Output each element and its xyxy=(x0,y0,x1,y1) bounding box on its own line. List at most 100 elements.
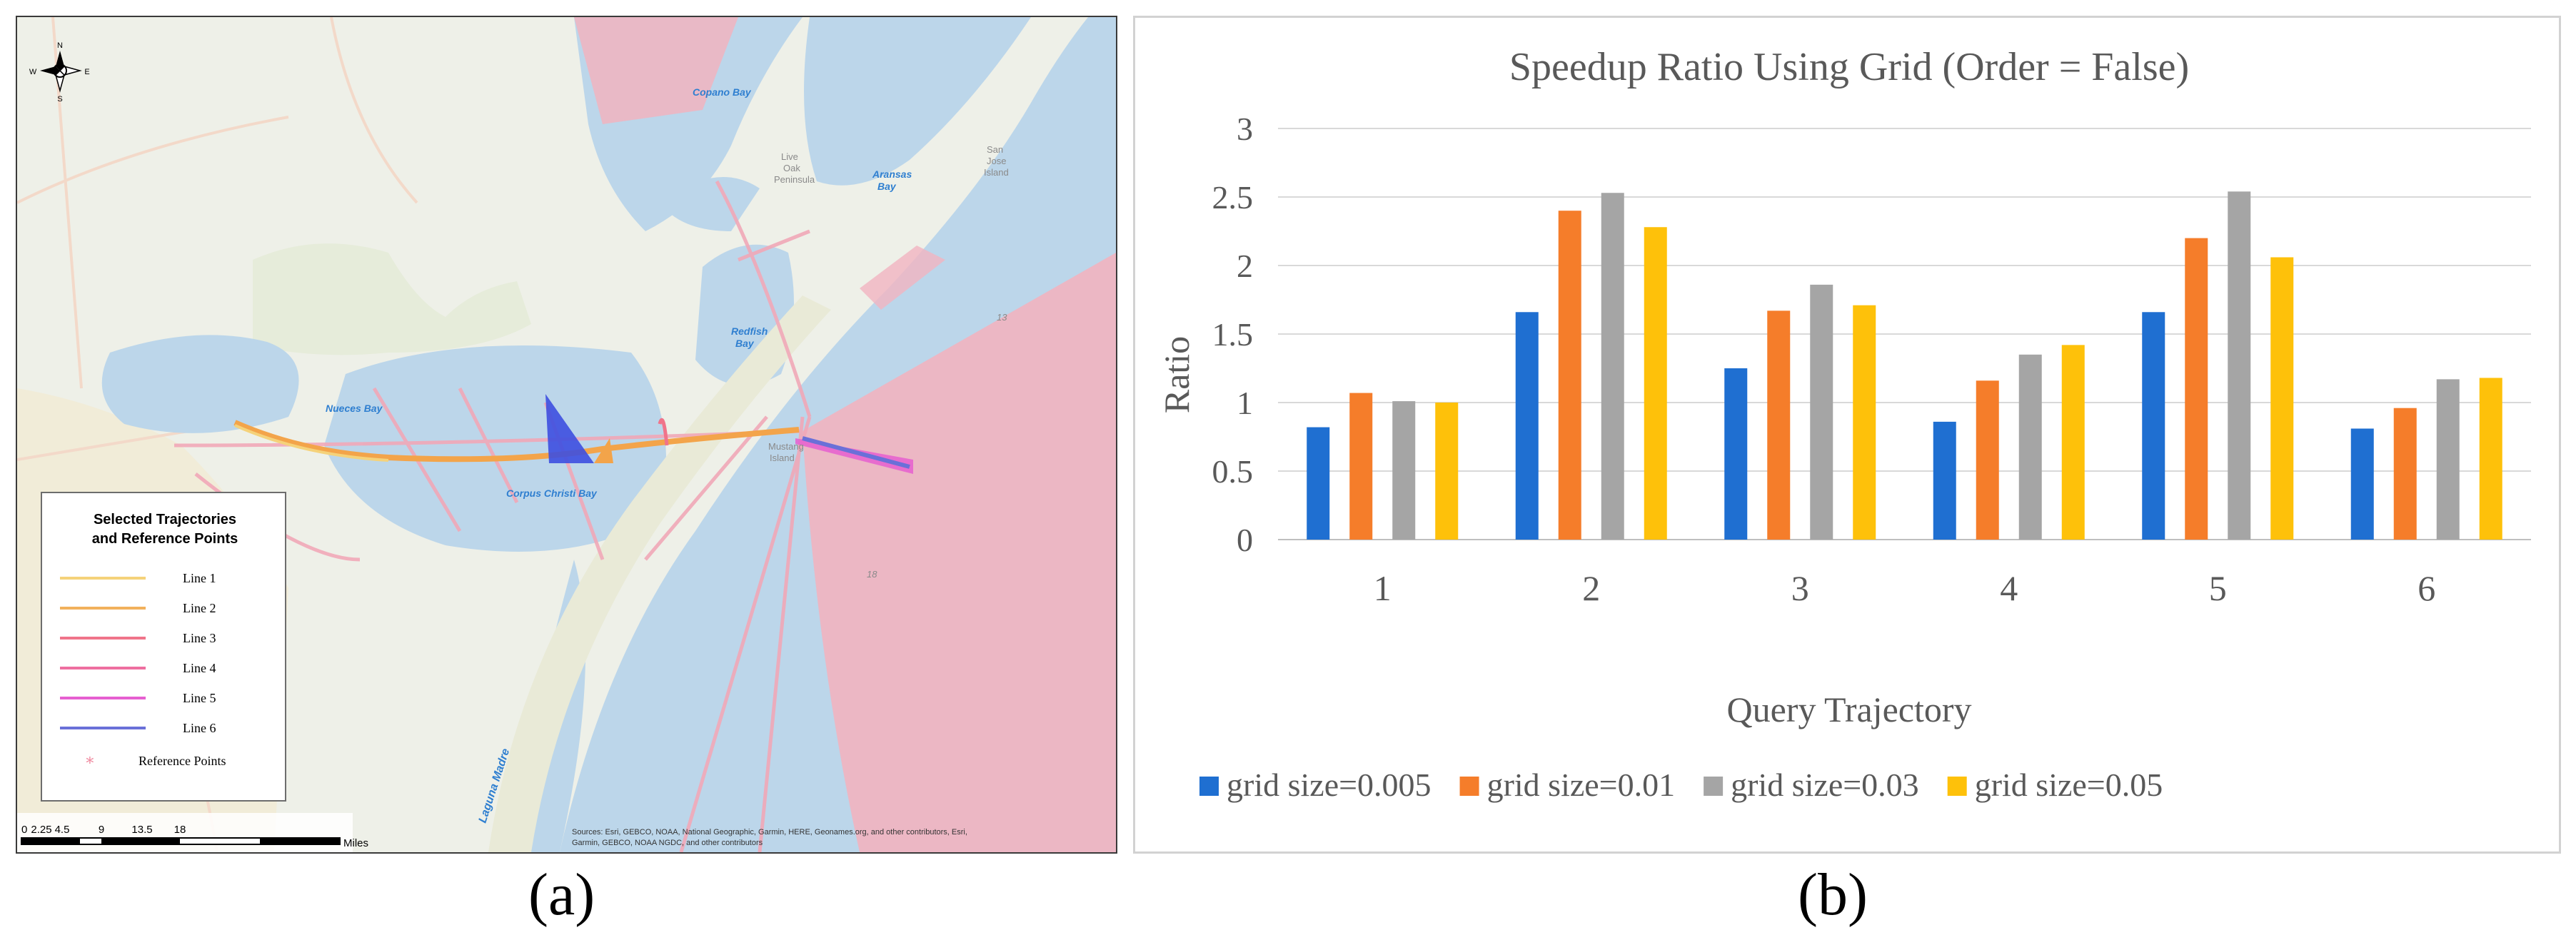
label-nueces-bay: Nueces Bay xyxy=(326,403,383,414)
attribution-2: Garmin, GEBCO, NOAA NGDC, and other cont… xyxy=(572,839,763,847)
bar-grid-size-0-03-q4 xyxy=(2018,354,2042,540)
label-redfish-bay-2: Bay xyxy=(735,338,755,349)
legend-ref-label: Reference Points xyxy=(139,754,226,768)
selected-trajectories xyxy=(233,394,913,474)
x-tick-label: 2 xyxy=(1582,568,1600,608)
bars xyxy=(1307,191,2502,540)
bar-grid-size-0-05-q1 xyxy=(1435,403,1459,540)
barrier-island xyxy=(488,295,831,852)
legend-item-label: Line 3 xyxy=(183,631,216,645)
gridlines xyxy=(1278,128,2531,540)
bar-grid-size-0-01-q2 xyxy=(1558,211,1581,540)
legend-label: grid size=0.01 xyxy=(1487,767,1676,803)
label-live-oak-3: Peninsula xyxy=(774,174,815,185)
label-san-jose-3: Island xyxy=(984,167,1009,178)
legend-title-2: and Reference Points xyxy=(92,531,238,547)
chart-legend: grid size=0.005 grid size=0.01 grid size=0… xyxy=(1199,767,2163,803)
trajectory-map: Copano Bay Aransas Bay Redfish Bay Nuece… xyxy=(16,16,1117,854)
bar-grid-size-0-05-q3 xyxy=(1853,305,1876,540)
legend-item-label: Line 5 xyxy=(183,691,216,705)
bar-grid-size-0-03-q5 xyxy=(2228,191,2251,540)
legend-swatch xyxy=(1199,777,1219,796)
bar-grid-size-0-005-q3 xyxy=(1724,368,1748,540)
chart-canvas: Speedup Ratio Using Grid (Order = False)… xyxy=(1157,45,2531,803)
shipping-lanes xyxy=(173,180,812,852)
scale-bar: 0 2.25 4.5 9 13.5 18 Miles xyxy=(17,813,368,852)
y-tick-label: 0 xyxy=(1237,522,1253,558)
scale-unit: Miles xyxy=(343,837,368,849)
x-tick-label: 5 xyxy=(2209,568,2227,608)
scale-tick-label: 0 xyxy=(21,824,27,836)
map-legend: Selected Trajectories and Reference Poin… xyxy=(41,492,286,802)
bar-grid-size-0-005-q4 xyxy=(1933,421,1956,540)
legend-swatch xyxy=(1459,777,1479,796)
attribution-1: Sources: Esri, GEBCO, NOAA, National Geo… xyxy=(572,828,967,837)
caption-b: (b) xyxy=(1798,861,1868,928)
legend-label: grid size=0.05 xyxy=(1975,767,2163,803)
scale-tick-label: 9 xyxy=(99,824,104,836)
label-redfish-bay-1: Redfish xyxy=(731,325,768,337)
label-live-oak-2: Oak xyxy=(783,163,800,173)
reference-point-icon: ∗ xyxy=(85,751,96,769)
compass-rose-icon: N S E W xyxy=(29,41,90,103)
bar-grid-size-0-03-q2 xyxy=(1601,193,1624,540)
label-mustang-2: Island xyxy=(770,453,795,463)
bar-grid-size-0-01-q3 xyxy=(1767,310,1791,540)
bar-grid-size-0-01-q1 xyxy=(1349,393,1373,540)
legend-item-label: Line 1 xyxy=(183,571,216,585)
legend-item-label: Line 6 xyxy=(183,721,216,735)
y-tick-label: 2.5 xyxy=(1212,179,1254,216)
bar-grid-size-0-005-q1 xyxy=(1307,427,1330,540)
scale-tick-label: 13.5 xyxy=(131,824,152,836)
label-aransas-bay-1: Aransas xyxy=(872,168,912,180)
label-san-jose-2: Jose xyxy=(987,156,1006,166)
y-tick-label: 0.5 xyxy=(1212,453,1254,490)
x-axis-label: Query Trajectory xyxy=(1727,689,1972,729)
label-aransas-bay-2: Bay xyxy=(877,181,897,192)
label-depth-13: 13 xyxy=(997,312,1007,323)
x-tick-label: 3 xyxy=(1791,568,1809,608)
place-labels: Copano Bay Aransas Bay Redfish Bay Nuece… xyxy=(326,86,912,499)
bar-grid-size-0-05-q6 xyxy=(2479,378,2502,540)
legend-swatch xyxy=(1704,777,1724,796)
y-tick-labels: 0 0.5 1 1.5 2 2.5 3 xyxy=(1212,111,1254,558)
label-depth-18: 18 xyxy=(867,569,877,580)
x-tick-label: 4 xyxy=(2000,568,2018,608)
bar-grid-size-0-01-q4 xyxy=(1976,380,1999,540)
speedup-chart: Speedup Ratio Using Grid (Order = False)… xyxy=(1133,16,2561,854)
y-tick-label: 1.5 xyxy=(1212,316,1254,353)
label-mustang-1: Mustang xyxy=(768,441,804,452)
label-corpus-christi-bay: Corpus Christi Bay xyxy=(506,487,598,499)
y-tick-label: 2 xyxy=(1237,248,1253,284)
legend-item-label: Line 4 xyxy=(183,661,216,675)
y-axis-label: Ratio xyxy=(1157,336,1197,413)
label-san-jose-1: San xyxy=(987,144,1003,155)
scale-tick-label: 18 xyxy=(174,824,186,836)
x-tick-label: 1 xyxy=(1374,568,1392,608)
x-tick-label: 6 xyxy=(2417,568,2435,608)
legend-item-label: Line 2 xyxy=(183,601,216,615)
legend-label: grid size=0.005 xyxy=(1227,767,1432,803)
legend-swatch xyxy=(1947,777,1967,796)
compass-w: W xyxy=(29,68,37,76)
bar-grid-size-0-005-q2 xyxy=(1515,312,1539,540)
scale-tick-label: 4.5 xyxy=(55,824,70,836)
bar-grid-size-0-005-q6 xyxy=(2350,428,2374,540)
bar-grid-size-0-05-q2 xyxy=(1644,227,1667,540)
land-labels: Live Oak Peninsula San Jose Island Musta… xyxy=(768,144,1009,580)
bar-grid-size-0-005-q5 xyxy=(2142,312,2165,540)
compass-n: N xyxy=(57,41,63,50)
y-tick-label: 3 xyxy=(1237,111,1253,147)
bar-grid-size-0-05-q4 xyxy=(2061,345,2085,540)
legend-label: grid size=0.03 xyxy=(1731,767,1919,803)
label-live-oak-1: Live xyxy=(781,151,798,162)
chart-title: Speedup Ratio Using Grid (Order = False) xyxy=(1509,45,2189,89)
bar-grid-size-0-03-q6 xyxy=(2436,379,2460,540)
caption-a: (a) xyxy=(528,861,595,928)
scale-tick-label: 2.25 xyxy=(31,824,51,836)
map-attribution: Sources: Esri, GEBCO, NOAA, National Geo… xyxy=(572,828,967,847)
bar-grid-size-0-01-q5 xyxy=(2185,238,2208,540)
shipping-traffic xyxy=(574,17,1116,852)
bar-grid-size-0-05-q5 xyxy=(2270,257,2294,540)
legend-title-1: Selected Trajectories xyxy=(94,512,236,527)
